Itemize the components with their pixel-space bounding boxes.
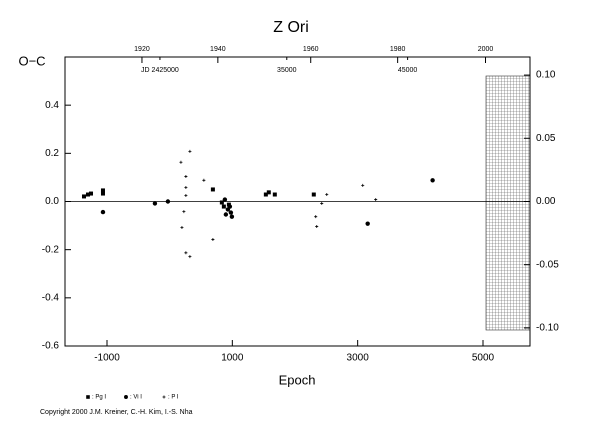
- year-tick-label: 1920: [134, 46, 150, 53]
- y2-tick-label: 0.05: [536, 133, 556, 144]
- point: [100, 188, 105, 193]
- point: [320, 201, 324, 205]
- point: [165, 199, 171, 204]
- point: [100, 209, 106, 215]
- year-tick-label: 1960: [303, 46, 319, 53]
- point: [188, 255, 192, 259]
- y-tick-label: 0.0: [45, 196, 59, 207]
- jd-tick-label: 45000: [398, 67, 418, 74]
- point: [263, 192, 268, 197]
- y-tick-label: -0.4: [42, 292, 60, 303]
- point: [221, 204, 226, 209]
- point: [184, 174, 188, 178]
- y-tick-label: -0.2: [42, 244, 60, 255]
- y-tick-label: -0.6: [42, 341, 60, 352]
- legend-marker: [86, 395, 90, 399]
- legend-label: : Pg I: [92, 395, 106, 401]
- legend-label: : Vi I: [130, 395, 142, 401]
- y-tick-label: 0.2: [45, 148, 59, 159]
- point: [184, 193, 188, 197]
- point: [188, 149, 192, 153]
- point: [85, 192, 90, 197]
- jd-tick-label: 35000: [277, 67, 297, 74]
- point: [179, 160, 183, 164]
- year-tick-label: 1980: [390, 46, 406, 53]
- point: [272, 192, 277, 197]
- point: [266, 190, 271, 195]
- point: [152, 201, 158, 206]
- legend-label: : P I: [168, 395, 179, 401]
- x-axis-label: Epoch: [279, 372, 316, 387]
- x-tick-label: -1000: [94, 353, 120, 364]
- point: [180, 226, 184, 230]
- y2-tick-label: -0.05: [536, 259, 559, 270]
- point: [314, 215, 318, 219]
- point: [228, 210, 234, 215]
- point: [222, 197, 228, 202]
- point: [184, 186, 188, 190]
- point: [202, 178, 206, 182]
- point: [227, 204, 233, 209]
- y2-tick-label: -0.10: [536, 323, 559, 334]
- y2-tick-label: 0.10: [536, 70, 556, 81]
- point: [374, 198, 378, 202]
- point: [361, 183, 365, 187]
- point: [182, 210, 186, 214]
- x-tick-label: 1000: [221, 353, 244, 364]
- point: [229, 214, 235, 219]
- point: [325, 193, 329, 197]
- point: [81, 194, 86, 199]
- point: [219, 200, 224, 205]
- chart-title: Z Ori: [273, 19, 309, 36]
- point: [211, 238, 215, 242]
- point: [210, 187, 215, 192]
- legend-marker: [124, 395, 128, 399]
- point: [430, 178, 435, 183]
- point: [365, 221, 370, 226]
- legend-marker: [162, 395, 166, 399]
- year-tick-label: 2000: [478, 46, 494, 53]
- y-axis-label: O−C: [18, 53, 45, 68]
- y-tick-label: 0.4: [45, 100, 59, 111]
- point: [315, 225, 319, 229]
- y2-tick-label: 0.00: [536, 196, 556, 207]
- x-tick-label: 5000: [472, 353, 495, 364]
- copyright: Copyright 2000 J.M. Kreiner, C.-H. Kim, …: [40, 409, 193, 416]
- year-tick-label: 1940: [210, 46, 226, 53]
- point: [184, 251, 188, 255]
- point: [223, 212, 229, 217]
- point: [311, 192, 316, 197]
- jd-tick-label: JD 2425000: [141, 67, 179, 74]
- hatched-region: [485, 75, 531, 331]
- x-tick-label: 3000: [347, 353, 370, 364]
- point: [89, 191, 94, 196]
- point: [100, 191, 105, 196]
